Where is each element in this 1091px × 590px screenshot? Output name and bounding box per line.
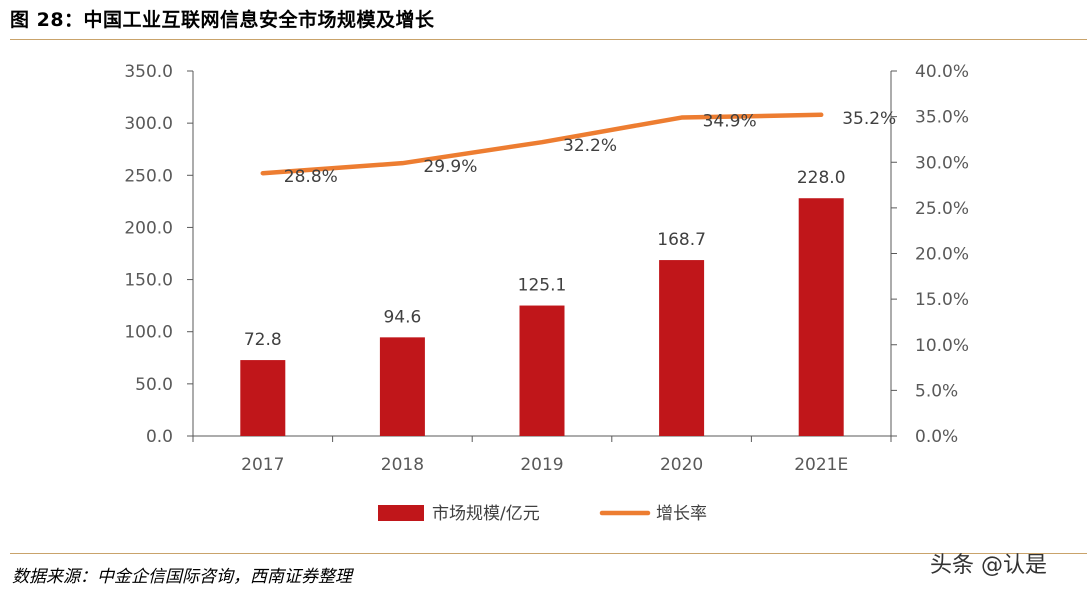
right-tick-label: 5.0% xyxy=(915,381,958,401)
bar xyxy=(240,360,286,436)
left-tick-label: 250.0 xyxy=(124,166,173,186)
source-note: 数据来源：中金企信国际咨询，西南证券整理 xyxy=(12,567,352,587)
legend-swatch-bar xyxy=(378,505,424,521)
x-tick-label: 2021E xyxy=(794,455,848,475)
right-tick-label: 30.0% xyxy=(915,153,969,173)
x-tick-label: 2018 xyxy=(381,455,424,475)
growth-rate-line xyxy=(260,112,824,176)
bar xyxy=(379,337,425,436)
right-tick-label: 35.0% xyxy=(915,108,969,128)
right-tick-label: 40.0% xyxy=(915,62,969,82)
bar-data-label: 94.6 xyxy=(383,307,421,327)
left-tick-label: 50.0 xyxy=(135,375,173,395)
left-tick-label: 200.0 xyxy=(124,218,173,238)
legend-label-line: 增长率 xyxy=(656,504,707,524)
line-data-label: 28.8% xyxy=(284,167,338,187)
bottom-rule xyxy=(10,553,1087,554)
x-tick-label: 2020 xyxy=(660,455,703,475)
bar-data-label: 72.8 xyxy=(244,330,282,350)
bar-data-label: 125.1 xyxy=(518,276,567,296)
left-tick-label: 150.0 xyxy=(124,271,173,291)
left-tick-label: 100.0 xyxy=(124,323,173,343)
line-data-label: 34.9% xyxy=(703,112,757,132)
bar xyxy=(519,305,565,436)
line-data-label: 32.2% xyxy=(563,136,617,156)
right-tick-label: 20.0% xyxy=(915,245,969,265)
watermark: 头条 @认是 xyxy=(930,553,1047,578)
left-tick-label: 300.0 xyxy=(124,114,173,134)
top-rule xyxy=(10,39,1087,40)
bar-data-label: 168.7 xyxy=(657,230,706,250)
right-tick-label: 15.0% xyxy=(915,290,969,310)
combo-chart: 0.0 50.0 100.0 150.0 200.0 250.0 300.0 350.0 0.0… xyxy=(124,62,969,524)
x-tick-label: 2017 xyxy=(241,455,284,475)
right-tick-label: 0.0% xyxy=(915,427,958,447)
legend-label-bar: 市场规模/亿元 xyxy=(432,504,540,524)
line-data-label: 29.9% xyxy=(423,157,477,177)
bar xyxy=(659,260,705,436)
left-tick-label: 350.0 xyxy=(124,62,173,82)
right-tick-label: 10.0% xyxy=(915,336,969,356)
right-tick-label: 25.0% xyxy=(915,199,969,219)
left-tick-label: 0.0 xyxy=(146,427,173,447)
bar xyxy=(798,198,844,436)
x-tick-label: 2019 xyxy=(520,455,563,475)
bar-data-label: 228.0 xyxy=(797,168,846,188)
figure-title: 图 28：中国工业互联网信息安全市场规模及增长 xyxy=(10,9,435,31)
line-data-label: 35.2% xyxy=(842,109,896,129)
